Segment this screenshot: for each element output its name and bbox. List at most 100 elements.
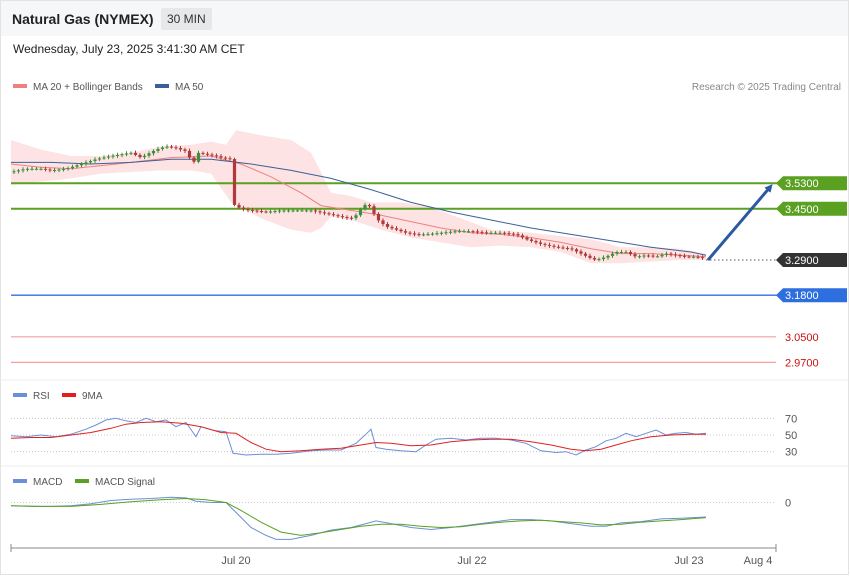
price-levels: 3.5300 3.4500 3.2900 3.1800 3.0500 2.9700 xyxy=(11,176,847,369)
candle-body xyxy=(417,234,421,236)
candle-body xyxy=(624,252,628,253)
support-tag xyxy=(776,288,847,303)
candle-body xyxy=(273,211,277,213)
moving-averages xyxy=(10,155,707,258)
header-bar: Natural Gas (NYMEX) 30 MIN xyxy=(1,1,848,36)
x-tick-label: Jul 20 xyxy=(221,555,250,567)
candle-body xyxy=(75,165,79,167)
candle-body xyxy=(79,163,84,166)
candle-body xyxy=(205,153,210,155)
candle-body xyxy=(61,169,66,171)
candle-body xyxy=(187,150,192,158)
candle-body xyxy=(601,257,606,260)
rsi-ma-legend-swatch xyxy=(62,393,76,397)
price-legend: MA 20 + Bollinger Bands MA 50 Research ©… xyxy=(13,82,841,93)
candle-body xyxy=(430,233,435,235)
candle-body xyxy=(403,231,408,233)
candle-body xyxy=(408,232,412,234)
candle-body xyxy=(381,220,385,224)
candle-body xyxy=(439,232,444,234)
candle-body xyxy=(462,231,466,233)
macd-signal-line xyxy=(10,497,707,536)
candle-body xyxy=(687,256,691,258)
candle-body xyxy=(610,253,615,256)
candle-body xyxy=(201,152,205,154)
candle-body xyxy=(489,232,493,234)
candle-body xyxy=(642,255,646,257)
candle-body xyxy=(660,254,664,257)
candle-body xyxy=(673,254,678,256)
candle-body xyxy=(93,159,97,161)
candle-body xyxy=(372,206,376,214)
candle-body xyxy=(129,152,133,154)
ma20-legend-label: MA 20 + Bollinger Bands xyxy=(33,82,143,93)
candle-body xyxy=(538,242,543,244)
candle-body xyxy=(21,169,25,171)
candle-body xyxy=(250,209,255,211)
rsi-legend-swatch xyxy=(13,393,27,397)
candle-body xyxy=(160,147,165,149)
candle-body xyxy=(466,231,471,233)
candle-body xyxy=(237,204,241,208)
projection-arrow xyxy=(706,184,773,261)
resistance-tag xyxy=(776,176,847,191)
candle-body xyxy=(516,234,520,236)
instrument-title: Natural Gas (NYMEX) xyxy=(12,11,154,27)
candle-body xyxy=(561,247,565,249)
candle-body xyxy=(223,157,228,159)
candle-body xyxy=(493,232,498,234)
candle-body xyxy=(520,235,525,238)
candle-body xyxy=(619,252,624,253)
macd-line xyxy=(10,496,707,540)
candle-body xyxy=(547,244,552,246)
candle-body xyxy=(457,231,462,233)
candle-body xyxy=(597,259,601,261)
rsi-grid: 70 50 30 xyxy=(11,413,797,459)
candle-body xyxy=(183,149,187,151)
candle-body xyxy=(511,233,516,235)
candle-body xyxy=(385,224,390,227)
timeframe-badge[interactable]: 30 MIN xyxy=(161,8,212,30)
candle-body xyxy=(88,160,93,163)
candle-body xyxy=(336,215,340,217)
candle-body xyxy=(583,253,588,256)
rsi-ma-legend-label: 9MA xyxy=(82,391,103,402)
candle-body xyxy=(691,256,696,258)
candle-body xyxy=(295,210,300,212)
resistance-tag xyxy=(776,201,847,216)
candle-body xyxy=(480,231,484,233)
candle-body xyxy=(246,209,250,211)
ma50-line xyxy=(11,158,707,256)
candle-body xyxy=(570,248,574,250)
candle-body xyxy=(637,256,642,258)
support-label: 3.1800 xyxy=(785,290,819,302)
candle-body xyxy=(138,154,142,158)
candle-body xyxy=(106,156,111,158)
candle-body xyxy=(286,210,291,212)
candle-body xyxy=(435,233,439,235)
bollinger-band-area xyxy=(11,130,706,264)
candle-body xyxy=(367,204,372,207)
rsi-legend: RSI 9MA xyxy=(13,391,103,402)
candle-body xyxy=(327,213,331,215)
candle-body xyxy=(115,154,120,156)
resistance-label: 3.4500 xyxy=(785,204,819,216)
candle-body xyxy=(322,212,327,214)
candle-body xyxy=(120,154,124,156)
candle-body xyxy=(651,255,655,257)
ma20-legend-swatch xyxy=(13,84,27,88)
candle-body xyxy=(70,166,75,169)
macd-legend: MACD MACD Signal xyxy=(13,477,155,488)
candle-body xyxy=(678,255,682,257)
bollinger-bands xyxy=(11,130,706,264)
rsi-tick-label: 70 xyxy=(785,413,797,425)
macd-lines xyxy=(10,496,707,540)
candle-body xyxy=(646,255,651,257)
candle-body xyxy=(475,231,480,233)
candle-body xyxy=(421,234,426,236)
macd-legend-label: MACD xyxy=(33,477,62,488)
ma50-legend-label: MA 50 xyxy=(175,82,204,93)
candle-body xyxy=(543,243,547,245)
candle-body xyxy=(147,153,151,156)
